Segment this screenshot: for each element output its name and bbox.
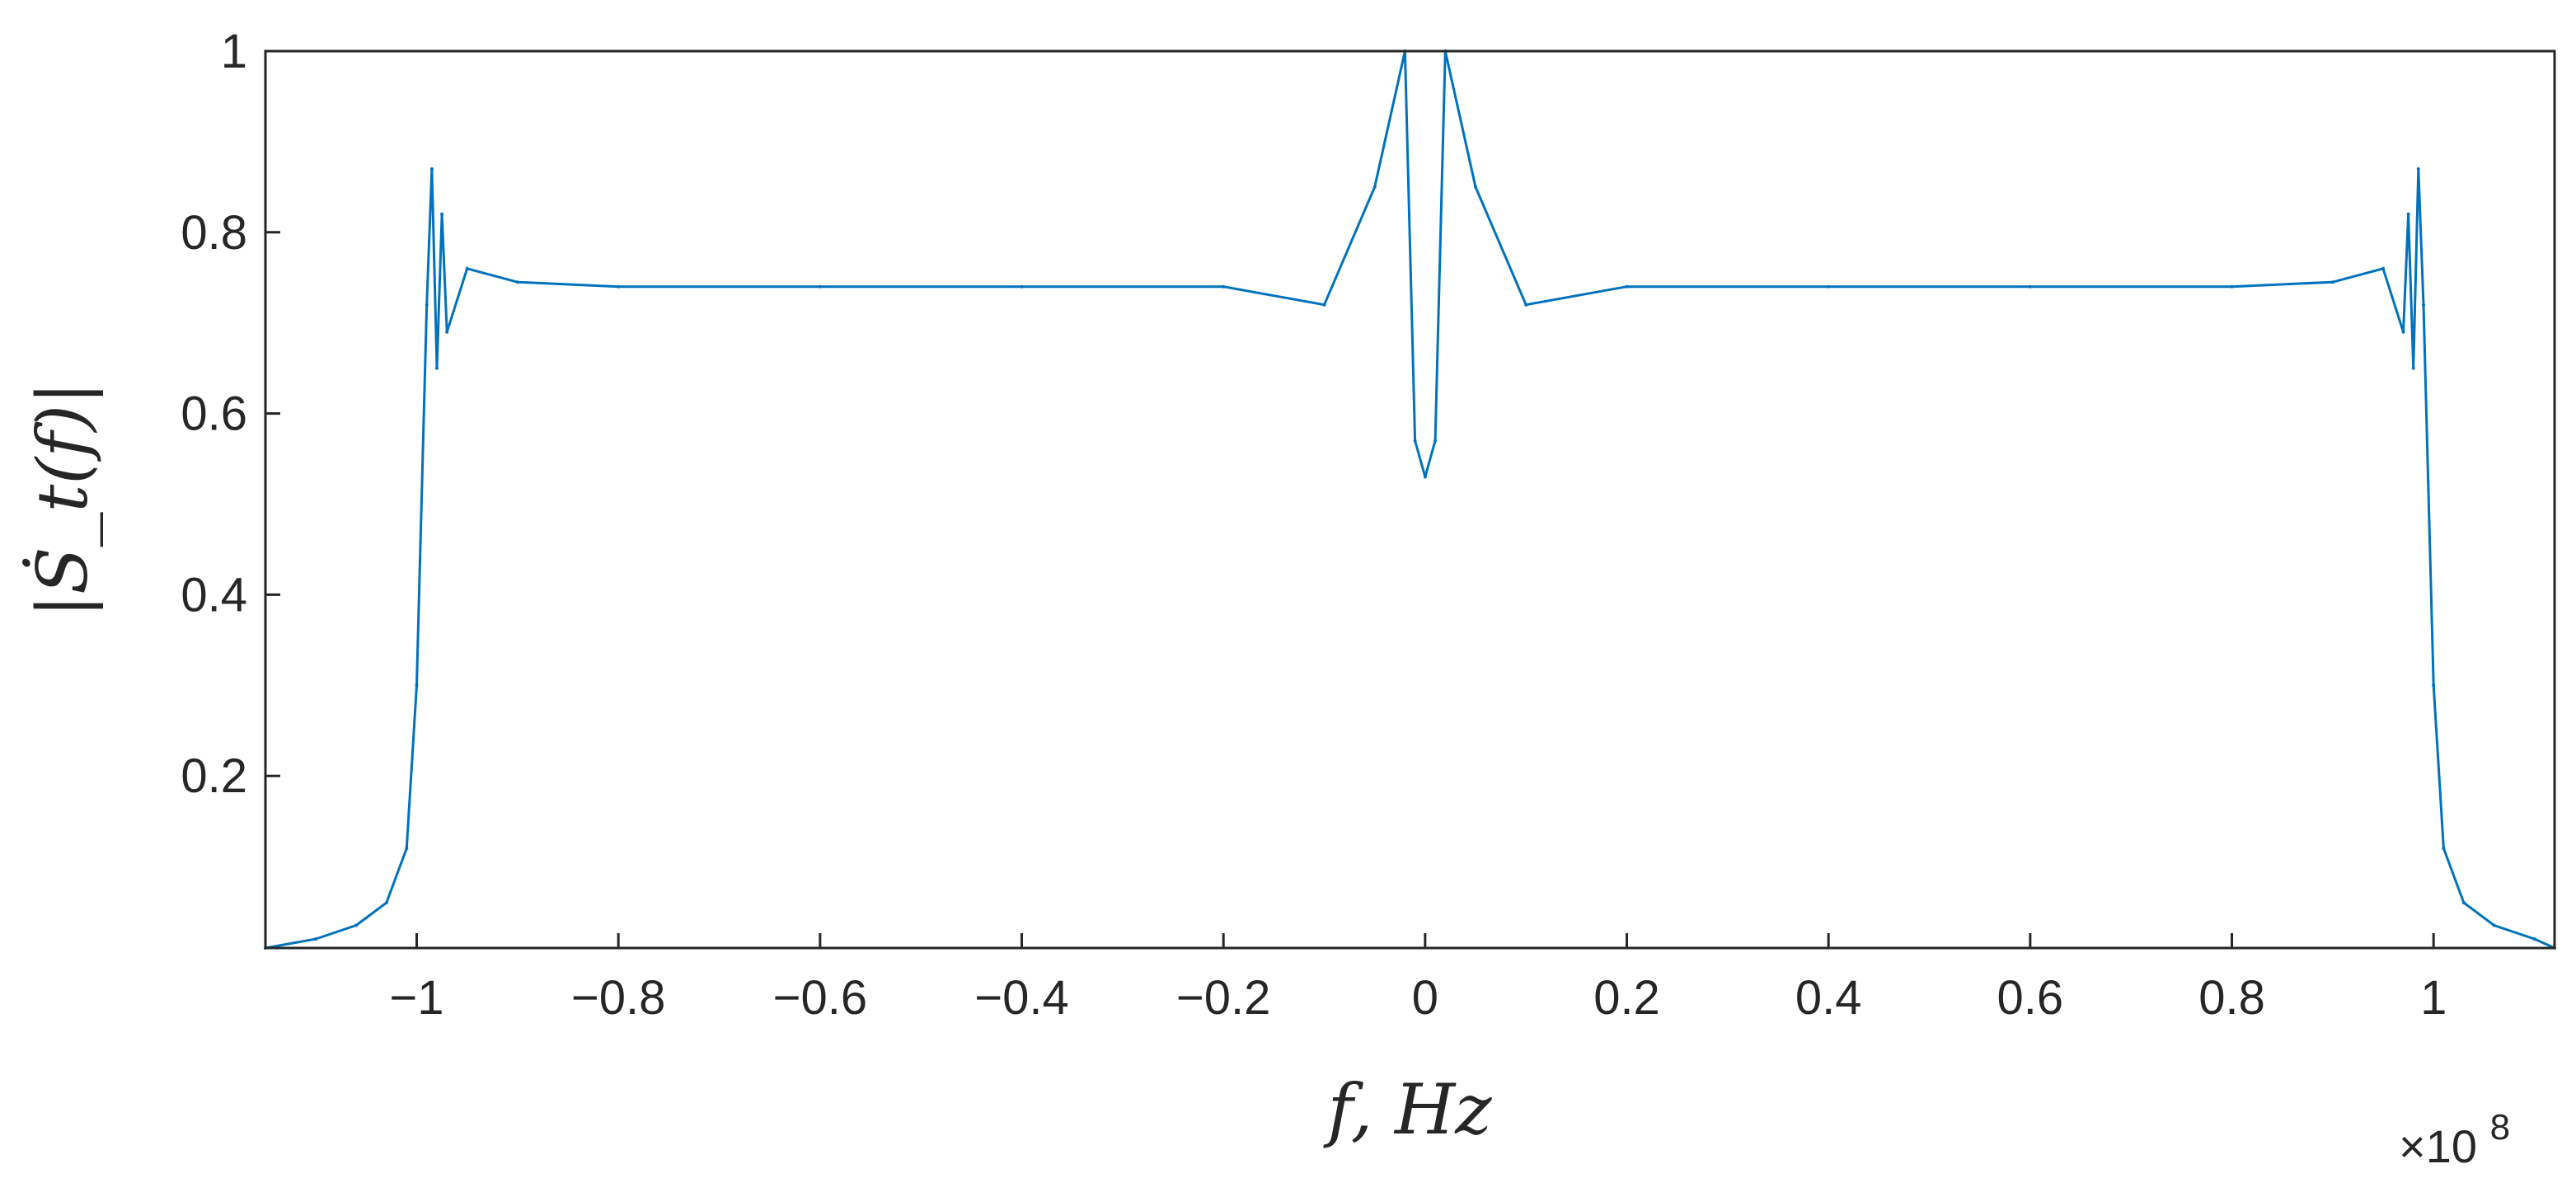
series-point [415,683,419,688]
x-tick-label: −0.8 [571,971,666,1025]
y-tick-label: 1 [221,25,247,78]
x-axis-label: f, Hz [1322,1069,1492,1150]
series-point [1222,284,1226,289]
series-point [384,901,388,905]
series-point [2432,683,2436,688]
x-tick-label: 1 [2420,971,2447,1025]
series-point [1020,284,1024,289]
x-exponent-base: ×10 [2399,1120,2477,1172]
series-point [2492,923,2496,927]
series-point [2461,901,2466,905]
series-point [515,280,519,284]
series-point [2422,303,2425,307]
series-point [1372,185,1377,189]
series-point [2411,366,2415,370]
series-layer [264,49,2556,950]
plot-area [265,51,2555,948]
series-point [1474,185,1477,189]
series-point [405,847,409,851]
x-axis-ticks: −1 −0.8 −0.6 −0.4 −0.2 0 0.2 0.4 0.6 0.8 1 [389,933,2447,1025]
series-point [314,937,318,941]
series-point [1433,439,1438,443]
series-point [2442,847,2446,851]
series-point [354,923,359,927]
series-point [1827,284,1831,289]
x-tick-label: −0.6 [773,971,868,1025]
x-tick-label: −1 [389,971,443,1025]
series-point [440,212,444,216]
y-axis-ticks: 0.2 0.4 0.6 0.8 1 [181,25,280,803]
series-point [2028,284,2032,289]
x-exponent-label: ×10 8 [2399,1107,2510,1172]
x-tick-label: −0.2 [1176,971,1271,1025]
series-point [1524,303,1528,307]
series-point [2381,266,2385,270]
x-tick-label: 0 [1412,971,1438,1025]
series-point [2230,284,2234,289]
x-tick-label: 0.2 [1593,971,1660,1025]
y-tick-label: 0.2 [181,749,247,803]
series-point [1625,284,1629,289]
y-tick-label: 0.4 [181,568,247,622]
series-point [1413,439,1417,443]
x-tick-label: 0.4 [1795,971,1862,1025]
series-point [2416,167,2420,171]
series-point [818,284,822,289]
series-point [425,303,429,307]
y-axis-label: |Ṡ_t(f)| [22,382,103,618]
y-tick-label: 0.6 [181,387,247,441]
axes-box [264,49,2556,950]
series-point [2532,937,2536,941]
series-point [617,284,621,289]
x-tick-label: −0.4 [974,971,1069,1025]
x-tick-label: 0.6 [1997,971,2064,1025]
series-point [429,167,434,171]
series-point [2401,330,2405,334]
series-point [2330,280,2334,284]
series-point [2406,212,2410,216]
series-point [1322,303,1326,307]
series-point [1423,475,1427,479]
x-tick-label: 0.8 [2198,971,2265,1025]
series-point [445,330,449,334]
series-point [435,366,439,370]
y-tick-label: 0.8 [181,206,247,260]
x-exponent-power: 8 [2490,1107,2510,1147]
series-point [465,266,469,270]
